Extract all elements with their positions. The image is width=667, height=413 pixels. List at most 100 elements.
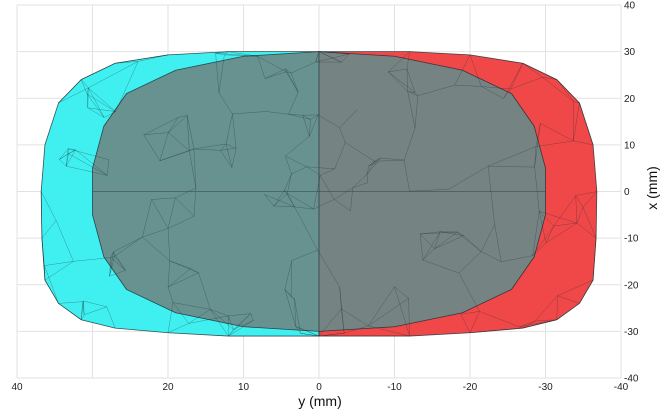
- mesh-edge: [138, 54, 169, 62]
- mesh-edge: [454, 84, 482, 87]
- mesh-edge: [175, 197, 195, 217]
- mesh-lines: [40, 51, 598, 337]
- mesh-edge: [172, 302, 211, 310]
- mesh-edge: [510, 63, 524, 90]
- mesh-edge: [73, 257, 111, 262]
- mesh-edge: [114, 256, 126, 271]
- mesh-edge: [218, 92, 233, 115]
- mesh-edge: [151, 199, 169, 229]
- mesh-edge: [419, 233, 424, 261]
- mesh-edge: [88, 87, 105, 118]
- mesh-edge: [300, 333, 320, 337]
- mesh-edge: [501, 255, 533, 263]
- mesh-edge: [414, 95, 419, 129]
- mesh-edge: [220, 150, 233, 168]
- mesh-edge: [228, 313, 251, 317]
- mesh-edge: [264, 194, 275, 207]
- mesh-edge: [228, 315, 234, 330]
- mesh-edge: [80, 300, 84, 320]
- mesh-edge: [58, 303, 82, 320]
- mesh-edge: [113, 251, 115, 257]
- mesh-edge: [265, 111, 289, 115]
- mesh-edge: [44, 261, 74, 281]
- mesh-edge: [167, 228, 170, 261]
- mesh-edge: [210, 309, 234, 330]
- mesh-edge: [532, 225, 555, 256]
- mesh-edge: [58, 301, 83, 304]
- mesh-edge: [306, 166, 321, 176]
- mesh-edge: [479, 311, 520, 328]
- mesh-edge: [406, 69, 416, 93]
- mesh-edge: [225, 143, 233, 168]
- mesh-edge: [481, 86, 511, 90]
- mesh-edge: [334, 199, 351, 212]
- mesh-edge: [458, 273, 480, 312]
- mesh-edge: [469, 54, 482, 87]
- mesh-edge: [579, 102, 594, 145]
- mesh-edge: [573, 140, 594, 146]
- mesh-edge: [109, 251, 114, 277]
- mesh-edge: [535, 319, 557, 322]
- mesh-edge: [110, 255, 115, 258]
- mesh-edge: [273, 205, 295, 208]
- mesh-edge: [143, 117, 179, 136]
- mesh-edge: [320, 168, 335, 176]
- mesh-edge: [66, 148, 69, 167]
- mesh-edge: [394, 286, 409, 299]
- mesh-edge: [285, 71, 299, 93]
- mesh-edge: [257, 56, 266, 79]
- mesh-edge: [143, 134, 161, 161]
- mesh-edge: [193, 188, 197, 217]
- mesh-edge: [44, 261, 74, 266]
- mesh-edge: [534, 123, 541, 168]
- mesh-edge: [41, 238, 45, 266]
- mesh-edge: [542, 77, 574, 102]
- mesh-edge: [448, 165, 489, 190]
- mesh-edge: [575, 195, 578, 224]
- mesh-edge: [556, 79, 574, 102]
- mesh-edge: [534, 167, 540, 212]
- y-axis-label: x (mm): [644, 166, 660, 210]
- mesh-edge: [315, 51, 320, 63]
- y-tick-label: 40: [624, 1, 636, 12]
- mesh-edge: [44, 265, 59, 304]
- mesh-edge: [419, 233, 435, 249]
- y-tick-labels: 40 30 20 10 0 -10 -20 -30 -40: [624, 1, 639, 385]
- mesh-edge: [159, 132, 169, 161]
- mesh-edge: [168, 117, 179, 133]
- mesh-edge: [193, 148, 221, 151]
- mesh-edge: [545, 222, 578, 244]
- mesh-edge: [159, 150, 190, 161]
- y-tick-label: 10: [624, 140, 636, 151]
- mesh-edge: [309, 119, 311, 137]
- mesh-edge: [434, 231, 441, 249]
- mesh-edge: [68, 148, 76, 151]
- mesh-edge: [75, 149, 108, 176]
- mesh-edge: [167, 323, 189, 334]
- mesh-edge: [522, 320, 536, 329]
- mesh-edge: [285, 68, 292, 74]
- y-tick-label: -40: [624, 374, 639, 385]
- mesh-edge: [519, 326, 523, 329]
- mesh-edge: [284, 260, 293, 290]
- mesh-edge: [295, 326, 320, 337]
- mesh-edge: [41, 220, 57, 239]
- mesh-edge: [40, 191, 57, 221]
- mesh-edge: [556, 79, 580, 104]
- mesh-edge: [115, 61, 139, 112]
- mesh-edge: [189, 148, 195, 152]
- mesh-edge: [80, 79, 88, 95]
- mesh-edge: [232, 111, 266, 115]
- mesh-edge: [422, 231, 441, 261]
- mesh-edge: [257, 55, 287, 73]
- mesh-edge: [66, 149, 76, 167]
- mesh-edge: [556, 303, 580, 320]
- mesh-edge: [59, 153, 69, 160]
- mesh-edge: [407, 91, 416, 93]
- mesh-edge: [288, 113, 303, 116]
- mesh-edge: [315, 51, 320, 63]
- mesh-edge: [285, 136, 310, 157]
- mesh-edge: [458, 251, 482, 274]
- mesh-edge: [167, 302, 174, 333]
- x-tick-label: 10: [238, 382, 250, 393]
